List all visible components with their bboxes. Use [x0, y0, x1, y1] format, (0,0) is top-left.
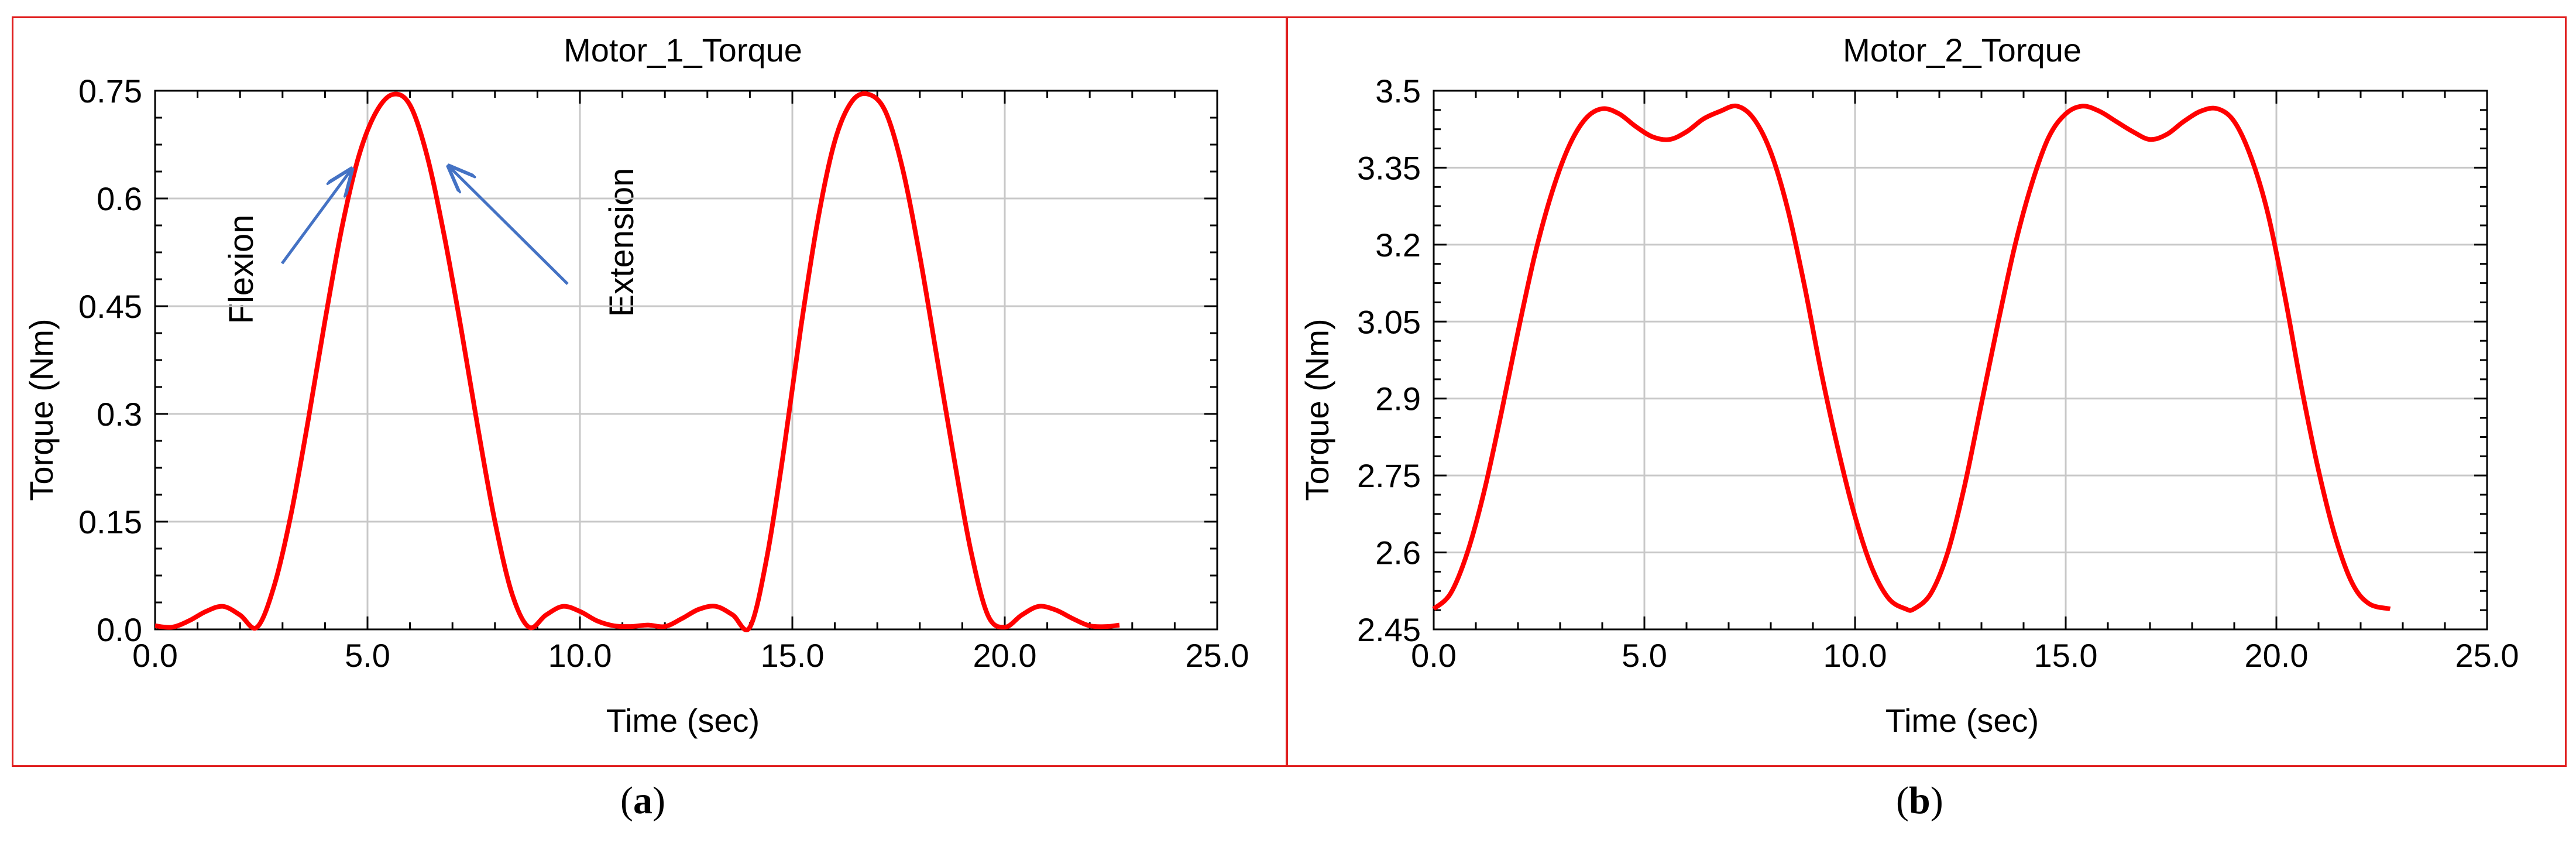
chart-a-xtick-label: 10.0 — [548, 637, 612, 674]
chart-b-ytick-label: 2.75 — [1357, 457, 1421, 494]
flexion-arrow — [280, 170, 351, 265]
chart-a-ytick-label: 0.6 — [97, 180, 142, 217]
chart-b-xtick-label: 20.0 — [2245, 637, 2309, 674]
chart-a-ylabel: Torque (Nm) — [23, 318, 60, 501]
caption-b-letter: b — [1908, 779, 1931, 822]
chart-b-xlabel: Time (sec) — [1885, 702, 2039, 739]
caption-a-letter: a — [633, 779, 652, 822]
chart-b-series-line — [1432, 103, 2391, 613]
chart-b-ytick-label: 3.5 — [1375, 73, 1421, 109]
chart-a-plot-area — [154, 90, 1218, 631]
chart-a-xlabel: Time (sec) — [606, 702, 760, 739]
chart-b-ytick-label: 3.2 — [1375, 227, 1421, 263]
caption-a: (a) — [620, 779, 665, 822]
chart-a-ytick-label: 0.45 — [78, 288, 142, 325]
chart-b-title: Motor_2_Torque — [1843, 32, 2082, 68]
charts-canvas: Motor_1_Torque Time (sec) Torque (Nm) Fl… — [23, 32, 2519, 739]
panel-b-frame — [1286, 16, 2567, 767]
chart-a-title: Motor_1_Torque — [564, 32, 802, 68]
chart-a-ytick-label: 0.0 — [97, 611, 142, 648]
caption-b: (b) — [1896, 779, 1943, 822]
chart-b-ytick-label: 3.05 — [1357, 303, 1421, 340]
chart-a-ytick-label: 0.15 — [78, 504, 142, 540]
chart-b-xtick-label: 15.0 — [2034, 637, 2098, 674]
chart-b-ytick-label: 3.35 — [1357, 149, 1421, 186]
chart-b-ytick-label: 2.6 — [1375, 535, 1421, 571]
chart-a-series-line — [154, 91, 1120, 632]
chart-a-xtick-label: 20.0 — [973, 637, 1037, 674]
chart-b-xtick-label: 0.0 — [1411, 637, 1457, 674]
chart-b-ylabel: Torque (Nm) — [1299, 318, 1335, 501]
chart-a-ytick-label: 0.75 — [78, 73, 142, 109]
chart-b-ytick-label: 2.45 — [1357, 611, 1421, 648]
chart-a-xtick-label: 0.0 — [132, 637, 178, 674]
chart-b-plot-area — [1433, 90, 2488, 631]
chart-b-xtick-label: 25.0 — [2455, 637, 2519, 674]
chart-b-xtick-label: 5.0 — [1622, 637, 1667, 674]
chart-a-xtick-label: 5.0 — [345, 637, 390, 674]
chart-b-ytick-label: 2.9 — [1375, 381, 1421, 417]
chart-a-ytick-label: 0.3 — [97, 396, 142, 433]
annotation-extension: Extension — [603, 168, 641, 317]
extension-arrow — [449, 167, 569, 285]
chart-a-xtick-label: 25.0 — [1186, 637, 1249, 674]
chart-b-xtick-label: 10.0 — [1823, 637, 1887, 674]
chart-a-xtick-label: 15.0 — [761, 637, 825, 674]
annotation-flexion: Flexion — [222, 215, 260, 324]
